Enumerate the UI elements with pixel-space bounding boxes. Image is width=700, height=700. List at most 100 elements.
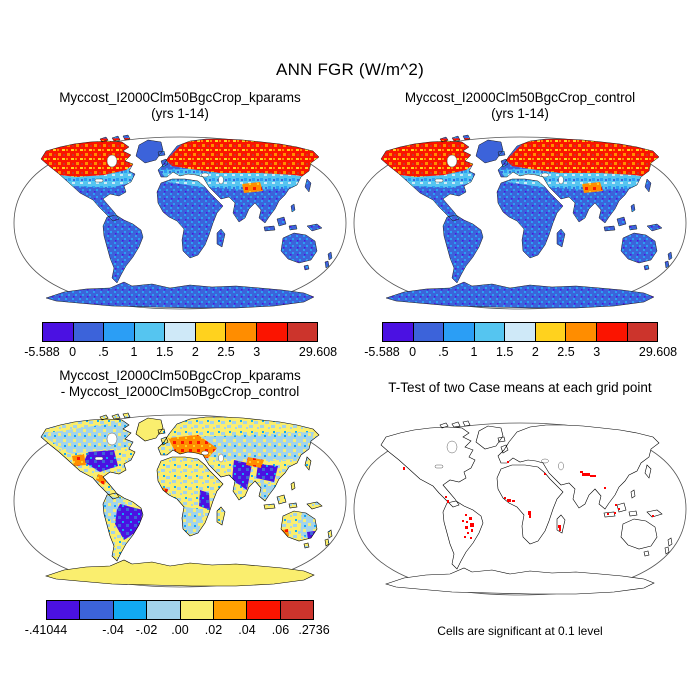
value-overlays: [41, 137, 322, 193]
colorbar-cell: [165, 323, 196, 341]
panel-ttest: T-Test of two Case means at each grid po…: [350, 368, 690, 638]
colorbar-cells: [42, 322, 318, 342]
colorbar-cell: [627, 323, 658, 341]
black-sea: [541, 172, 549, 178]
colorbar-tick-label: .5: [438, 345, 449, 359]
colorbar-tick-label: .04: [238, 623, 256, 637]
great-lakes: [94, 178, 104, 183]
panel-kparams: Myccost_I2000Clm50BgcCrop_kparams (yrs 1…: [10, 90, 350, 361]
caspian-sea: [558, 175, 564, 185]
map-kparams: [13, 130, 347, 310]
panel-kparams-title-line2: (yrs 1-14): [151, 106, 209, 121]
colorbar-cell: [413, 323, 445, 341]
colorbar-cell: [195, 323, 227, 341]
colorbar-tick-label: .02: [204, 623, 223, 637]
caspian-sea: [218, 453, 224, 463]
map-ttest: [353, 416, 687, 596]
colorbar-kparams: -5.588 0 .5 1 1.5 2 2.5 3 29.608: [24, 322, 337, 361]
caspian-sea: [218, 175, 224, 185]
map-control: [353, 130, 687, 310]
panel-control-title: Myccost_I2000Clm50BgcCrop_control (yrs 1…: [350, 90, 690, 122]
colorbar-tick-label: 0: [409, 345, 417, 359]
colorbar-tick-label: 2.5: [217, 345, 235, 359]
colorbar-ticks: -5.588 0 .5 1 1.5 2 2.5 3 29.608: [24, 345, 337, 361]
colorbar-tick-label: 29.608: [298, 345, 338, 359]
difference-overlays: [41, 420, 317, 540]
colorbar-tick-label: .2736: [298, 623, 330, 637]
colorbar-cell: [113, 601, 148, 619]
colorbar-tick-label: -5.588: [364, 345, 400, 359]
colorbar-cell: [104, 323, 135, 341]
great-lakes: [434, 178, 444, 183]
colorbar-cell: [147, 601, 181, 619]
colorbar-ticks: -5.588 0 .5 1 1.5 2 2.5 3 29.608: [364, 345, 677, 361]
hudson-bay: [446, 154, 458, 168]
colorbar-cell: [226, 323, 257, 341]
colorbar-tick-label: 2.5: [557, 345, 575, 359]
great-lakes: [434, 464, 444, 469]
colorbar-tick-label: 1.5: [495, 345, 514, 359]
colorbar-ticks: -.41044 -.04 -.02 .00 .02 .04 .06 .2736: [25, 623, 330, 639]
colorbar-control: -5.588 0 .5 1 1.5 2 2.5 3 29.608: [364, 322, 677, 361]
colorbar-tick-label: 2: [191, 345, 199, 359]
panel-control-title-line2: (yrs 1-14): [491, 106, 549, 121]
colorbar-cell: [256, 323, 288, 341]
significant-cells: [403, 461, 654, 539]
colorbar-tick-label: .00: [171, 623, 189, 637]
colorbar-tick-label: .5: [98, 345, 109, 359]
figure-title: ANN FGR (W/m^2): [276, 60, 424, 79]
caspian-sea: [558, 461, 564, 471]
colorbar-tick-label: 29.608: [638, 345, 678, 359]
map-difference: [13, 408, 347, 588]
colorbar-cells: [46, 600, 314, 620]
black-sea: [201, 172, 209, 178]
panel-control-title-line1: Myccost_I2000Clm50BgcCrop_control: [404, 90, 636, 105]
colorbar-cell: [596, 323, 628, 341]
black-sea: [541, 458, 549, 464]
panel-control: Myccost_I2000Clm50BgcCrop_control (yrs 1…: [350, 90, 690, 361]
colorbar-tick-label: 3: [253, 345, 261, 359]
colorbar-cell: [280, 601, 313, 619]
panel-difference-title-line2: - Myccost_I2000Clm50BgcCrop_control: [60, 384, 300, 399]
colorbar-cell: [566, 323, 597, 341]
colorbar-cell: [80, 601, 114, 619]
colorbar-tick-label: 2: [531, 345, 539, 359]
colorbar-cell: [444, 323, 475, 341]
colorbar-cell: [383, 323, 414, 341]
colorbar-tick-label: 1.5: [155, 345, 174, 359]
colorbar-cell: [180, 601, 214, 619]
hudson-bay: [446, 440, 458, 454]
panel-difference-title-line1: Myccost_I2000Clm50BgcCrop_kparams: [59, 368, 301, 383]
colorbar-tick-label: 1: [470, 345, 478, 359]
colorbar-cell: [134, 323, 166, 341]
colorbar-cell: [47, 601, 81, 619]
panel-kparams-title: Myccost_I2000Clm50BgcCrop_kparams (yrs 1…: [10, 90, 350, 122]
colorbar-cell: [287, 323, 318, 341]
colorbar-tick-label: 1: [130, 345, 138, 359]
colorbar-difference: -.41044 -.04 -.02 .00 .02 .04 .06 .2736: [25, 600, 330, 639]
significance-caption: Cells are significant at 0.1 level: [437, 624, 603, 638]
colorbar-tick-label: -.02: [135, 623, 158, 637]
colorbar-cell: [213, 601, 248, 619]
colorbar-tick-label: 0: [69, 345, 77, 359]
panel-difference: Myccost_I2000Clm50BgcCrop_kparams - Mycc…: [10, 368, 350, 639]
colorbar-cells: [382, 322, 658, 342]
panel-difference-title: Myccost_I2000Clm50BgcCrop_kparams - Mycc…: [10, 368, 350, 400]
colorbar-cell: [505, 323, 536, 341]
hudson-bay: [106, 432, 118, 446]
colorbar-cell: [247, 601, 281, 619]
colorbar-tick-label: -.04: [102, 623, 124, 637]
colorbar-cell: [43, 323, 74, 341]
colorbar-tick-label: 3: [593, 345, 601, 359]
colorbar-tick-label: -5.588: [24, 345, 60, 359]
hudson-bay: [106, 154, 118, 168]
colorbar-cell: [474, 323, 506, 341]
colorbar-cell: [535, 323, 567, 341]
panel-ttest-title: T-Test of two Case means at each grid po…: [388, 380, 652, 395]
black-sea: [201, 450, 209, 456]
great-lakes: [94, 456, 104, 461]
colorbar-tick-label: -.41044: [24, 623, 68, 637]
panel-kparams-title-line1: Myccost_I2000Clm50BgcCrop_kparams: [59, 90, 301, 105]
colorbar-cell: [73, 323, 105, 341]
